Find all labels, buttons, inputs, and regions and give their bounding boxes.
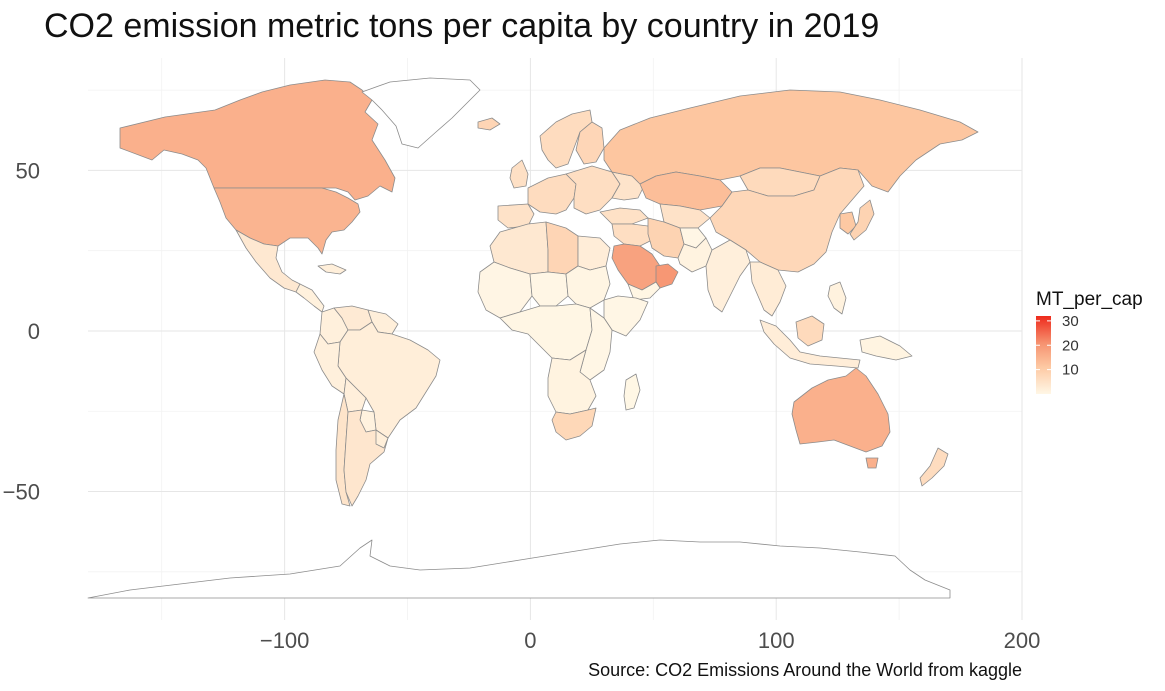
region-tasmania [865, 457, 879, 469]
region-madagascar [623, 373, 641, 411]
region-china [709, 167, 865, 273]
region-iceland [477, 117, 501, 131]
region-middle-east [611, 223, 653, 247]
region-sahel [529, 271, 569, 307]
region-philippines [827, 281, 847, 315]
caption: Source: CO2 Emissions Around the World f… [588, 660, 1022, 680]
region-libya [545, 221, 579, 275]
region-eastern-europe [565, 165, 621, 215]
region-south-africa [551, 407, 597, 441]
region-cuba [317, 263, 347, 275]
region-scandinavia [539, 109, 593, 169]
legend-tick-label: 30 [1062, 313, 1079, 330]
region-united-kingdom [509, 159, 529, 189]
region-egypt [577, 235, 611, 271]
x-tick-label: −100 [260, 628, 310, 653]
x-tick-label: 200 [1004, 628, 1041, 653]
legend-tick-label: 10 [1062, 362, 1079, 379]
x-tick-label: 0 [524, 628, 536, 653]
y-tick-label: −50 [3, 480, 40, 505]
legend-ticks: 10 20 30 [1036, 313, 1079, 379]
region-western-europe [527, 173, 577, 215]
x-tick-label: 100 [758, 628, 795, 653]
region-mexico [235, 229, 301, 293]
region-antarctica [87, 539, 951, 599]
region-japan [849, 199, 875, 241]
y-tick-label: 0 [28, 319, 40, 344]
region-turkey [599, 207, 649, 225]
region-united-states [213, 187, 361, 255]
region-canada [119, 79, 396, 201]
legend-color-bar [1036, 316, 1051, 394]
region-papua-new-guinea [859, 335, 913, 361]
region-southern-africa [547, 349, 597, 415]
region-borneo [795, 315, 825, 347]
legend-title: MT_per_cap [1036, 289, 1143, 310]
legend: MT_per_cap 10 20 30 [1036, 289, 1143, 394]
region-west-africa [477, 261, 533, 319]
region-indonesia [759, 319, 861, 369]
chart-title: CO2 emission metric tons per capita by c… [44, 7, 879, 45]
legend-tick-label: 20 [1062, 337, 1079, 354]
region-new-zealand [919, 447, 949, 487]
region-uruguay [375, 429, 389, 449]
map-layer [87, 77, 979, 599]
region-greenland [361, 77, 481, 149]
region-sudan [565, 265, 611, 309]
region-australia [791, 367, 891, 453]
region-india [705, 239, 751, 313]
region-uae-oman [655, 263, 679, 289]
region-southeast-asia [749, 261, 787, 317]
region-korea [839, 211, 857, 235]
region-finland [575, 121, 605, 165]
y-tick-label: 50 [16, 158, 40, 183]
region-central-america [295, 283, 325, 313]
axis-tick-labels: −100 0 100 200 50 0 −50 [3, 158, 1041, 653]
region-east-africa [579, 307, 613, 381]
